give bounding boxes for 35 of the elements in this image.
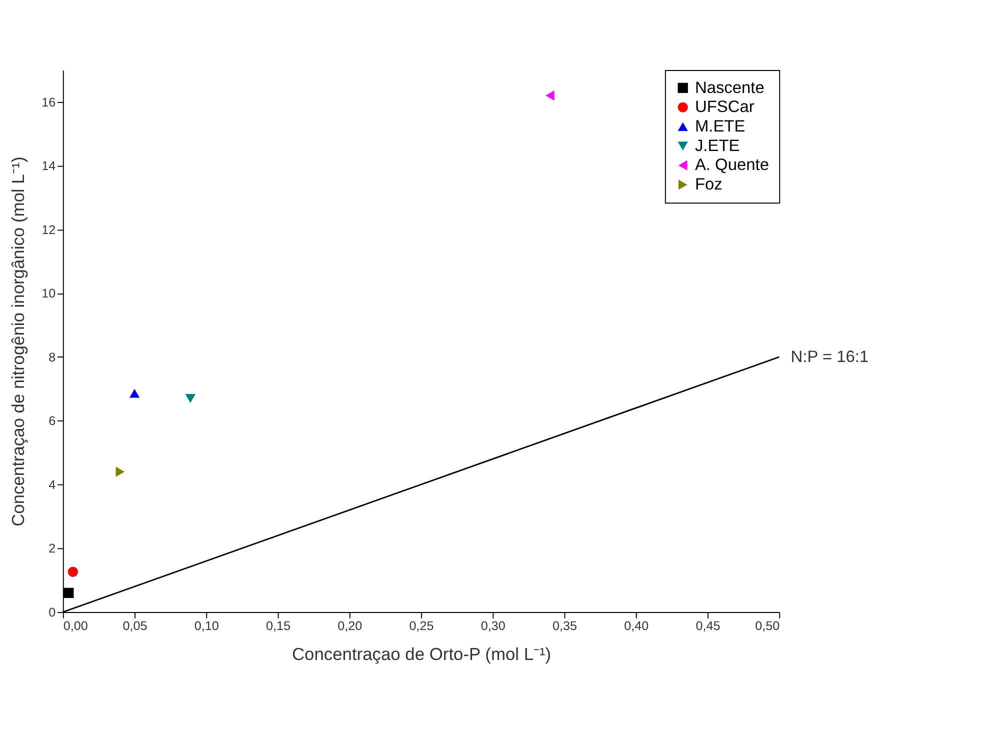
x-tick-label: 0,35 (552, 618, 578, 633)
x-tick-label: 0,45 (696, 618, 720, 633)
point (129, 388, 140, 398)
point (116, 466, 125, 477)
y-tick-label: 16 (42, 95, 56, 110)
legend-label: UFSCar (694, 98, 755, 116)
x-tick-label: 0,05 (122, 618, 148, 633)
x-tick-label: 0,25 (409, 618, 434, 633)
x-tick-label: 0,10 (194, 618, 219, 633)
x-tick-label: 0,50 (755, 618, 780, 633)
y-tick-label: 2 (48, 542, 56, 556)
point (68, 566, 78, 577)
x-tick-label: 0,40 (624, 618, 649, 633)
y-tick-label: 0 (48, 605, 56, 620)
y-tick-label: 6 (48, 414, 56, 428)
x-tick-label: 0,00 (63, 618, 88, 633)
y-tick-label: 4 (48, 478, 56, 492)
y-tick-label: 8 (48, 350, 56, 364)
y-tick-label: 12 (42, 222, 56, 237)
x-tick-label: 0,15 (266, 618, 291, 633)
point (185, 394, 196, 403)
y-tick-label: 10 (42, 286, 56, 301)
point (64, 588, 74, 598)
y-tick-label: 14 (42, 159, 56, 174)
point (546, 90, 554, 101)
y-axis-title: Concentraçao de nitrogênio inorgânico (mol L⁻¹) (8, 156, 28, 526)
legend-label: Nascente (694, 78, 764, 97)
legend-label: A. Quente (694, 156, 769, 174)
x-tick-label: 0,30 (480, 618, 506, 633)
legend-label: J.ETE (694, 136, 740, 155)
x-tick-label: 0,20 (338, 618, 362, 633)
legend-label: Foz (694, 176, 722, 194)
series-label: N:P = 16:1 (790, 348, 869, 366)
legend-label: M.ETE (694, 117, 746, 136)
x-axis-title: Concentraçao de Orto-P (mol L⁻¹) (292, 644, 552, 664)
